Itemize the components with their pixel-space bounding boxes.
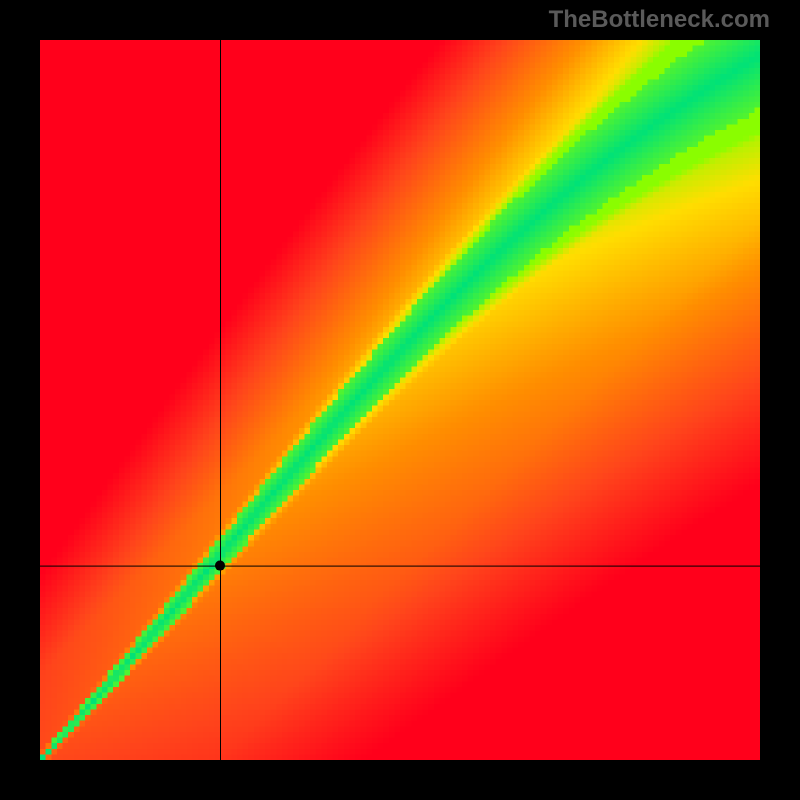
crosshair-overlay (40, 40, 760, 760)
chart-frame: TheBottleneck.com (0, 0, 800, 800)
heatmap-plot (40, 40, 760, 760)
attribution-label: TheBottleneck.com (549, 6, 770, 34)
